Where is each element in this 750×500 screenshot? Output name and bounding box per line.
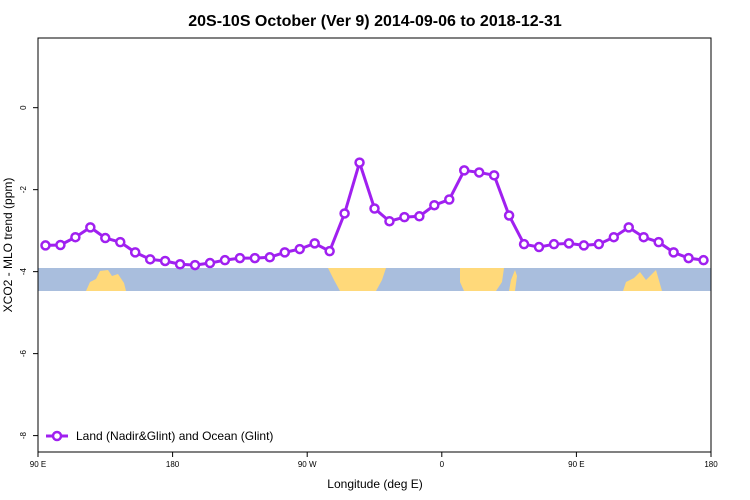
data-point (369, 203, 380, 214)
data-point (204, 257, 216, 269)
x-tick-label: 0 (440, 460, 445, 469)
data-point (578, 240, 590, 251)
data-point (653, 236, 664, 248)
data-point (189, 259, 201, 271)
data-point (294, 243, 305, 255)
x-tick-label: 90 E (30, 460, 46, 469)
x-tick-label: 90 W (298, 460, 317, 469)
data-point (85, 222, 96, 233)
y-axis-label: XCO2 - MLO trend (ppm) (1, 178, 15, 313)
x-tick-label: 180 (166, 460, 180, 469)
data-point (473, 167, 485, 178)
data-point (100, 232, 111, 244)
x-axis-label: Longitude (deg E) (327, 477, 422, 491)
data-point (129, 247, 141, 258)
data-point (249, 252, 261, 264)
data-point (444, 194, 455, 205)
data-point (503, 210, 515, 221)
y-tick-label: 0 (19, 105, 28, 110)
data-point (414, 211, 425, 222)
data-point (593, 238, 605, 250)
data-point (234, 252, 246, 264)
y-tick-label: -8 (19, 432, 28, 440)
x-tick-label: 90 E (568, 460, 584, 469)
plot-frame (37, 37, 712, 453)
y-tick-label: -4 (19, 268, 28, 276)
data-point (429, 199, 440, 211)
data-point (264, 252, 276, 263)
data-point (488, 170, 500, 181)
data-point (324, 245, 335, 257)
data-point (399, 211, 410, 223)
data-point (384, 215, 395, 227)
data-point (518, 238, 530, 250)
data-point (144, 254, 156, 265)
data-point (115, 236, 126, 248)
data-point (159, 255, 171, 267)
legend-label: Land (Nadir&Glint) and Ocean (Glint) (76, 429, 273, 443)
data-point (563, 238, 575, 249)
chart-title: 20S-10S October (Ver 9) 2014-09-06 to 20… (188, 13, 562, 30)
data-point (548, 238, 560, 250)
y-tick-label: -6 (19, 350, 28, 358)
data-point (40, 240, 51, 251)
data-point (638, 231, 649, 243)
data-point (698, 254, 709, 266)
legend-marker (51, 430, 63, 442)
data-point (354, 157, 365, 168)
data-point (668, 247, 679, 258)
data-point (623, 222, 634, 233)
data-point (279, 247, 291, 258)
data-point (339, 208, 350, 219)
map-band (38, 268, 711, 291)
data-point (55, 239, 66, 251)
data-point (174, 259, 186, 270)
y-tick-label: -2 (19, 186, 28, 194)
data-point (309, 238, 320, 249)
x-tick-label: 180 (704, 460, 718, 469)
data-point (683, 252, 694, 264)
data-point (608, 231, 620, 243)
data-point (533, 241, 545, 253)
data-point (458, 165, 470, 176)
series-line (45, 157, 704, 267)
data-point (70, 231, 81, 243)
data-point (219, 254, 231, 266)
